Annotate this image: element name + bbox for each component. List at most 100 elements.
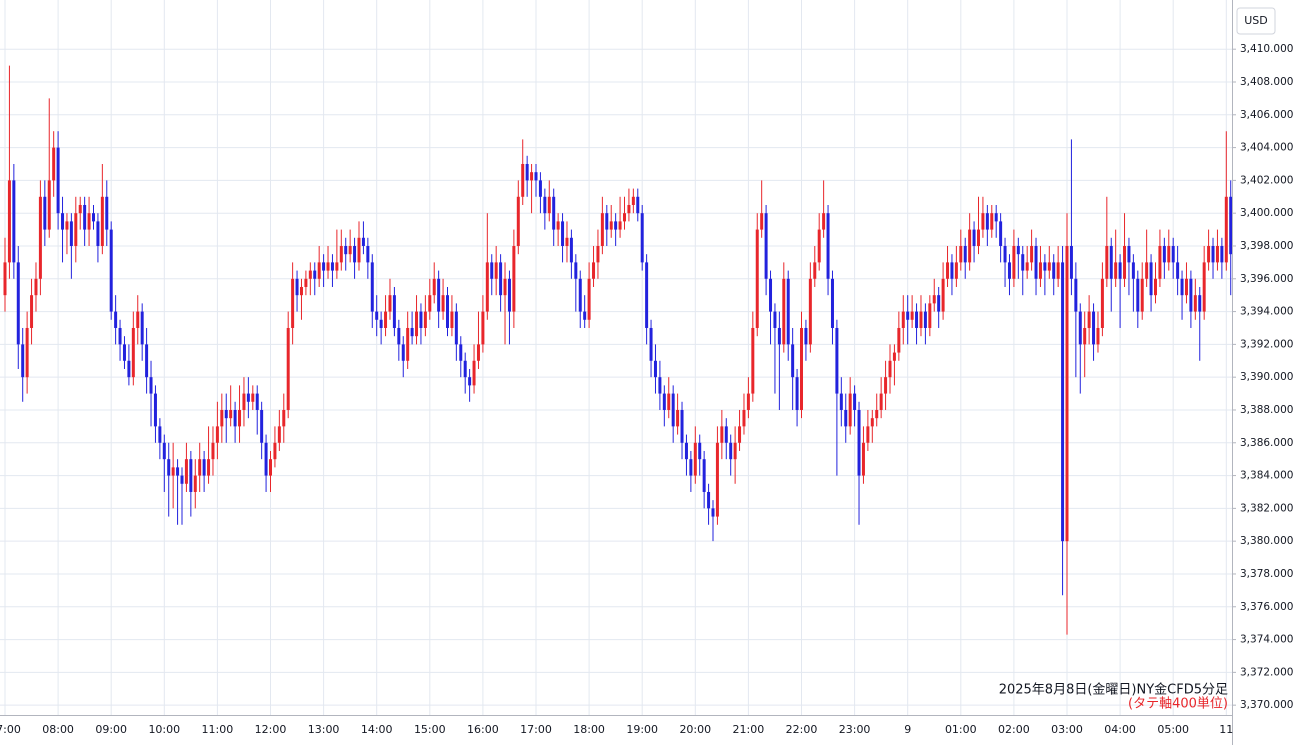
candle-body <box>631 196 635 205</box>
candle-body <box>627 204 631 214</box>
candle-body <box>786 278 790 345</box>
x-tick-label: 08:00 <box>42 723 74 736</box>
candle-body <box>702 459 706 492</box>
candle-body <box>1109 245 1113 279</box>
candle-body <box>158 426 162 443</box>
candle-body <box>503 278 507 296</box>
y-tick-label: 3,384.000 <box>1240 470 1293 482</box>
candle-body <box>534 172 538 181</box>
candle-body <box>985 213 989 230</box>
candle-body <box>596 245 600 263</box>
grid <box>0 0 1232 715</box>
candle-body <box>384 311 388 328</box>
candle-body <box>746 393 750 410</box>
candle-body <box>800 327 803 410</box>
candle-body <box>295 278 299 296</box>
candle-body <box>1087 311 1091 328</box>
y-tick-label: 3,386.000 <box>1240 437 1293 449</box>
y-tick-label: 3,382.000 <box>1240 502 1293 514</box>
candle-body <box>773 311 777 328</box>
candle-body <box>229 409 233 419</box>
candle-body <box>61 213 65 230</box>
candle-body <box>645 262 649 328</box>
candle-body <box>609 221 613 230</box>
candle-body <box>720 426 724 443</box>
x-tick-label: 19:00 <box>626 723 658 736</box>
candle-body <box>990 213 994 230</box>
candle-body <box>569 237 573 263</box>
candle-body <box>308 270 312 279</box>
candle-body <box>375 311 379 320</box>
x-tick-label: 11:00 <box>202 723 234 736</box>
candle-body <box>516 196 520 246</box>
candle-body <box>357 237 361 263</box>
candle-body <box>538 180 542 197</box>
candle-body <box>521 163 525 197</box>
candle-body <box>78 204 82 214</box>
candle-body <box>959 245 963 263</box>
candle-body <box>835 327 839 394</box>
x-tick-label: 01:00 <box>945 723 977 736</box>
candle-body <box>1074 278 1078 312</box>
candle-body <box>525 163 529 181</box>
candle-body <box>1198 295 1202 312</box>
currency-label: USD <box>1244 14 1268 27</box>
candle-body <box>211 442 215 460</box>
candle-body <box>1069 245 1073 279</box>
candle-body <box>870 418 874 427</box>
candle-body <box>662 393 666 410</box>
candle-body <box>468 377 472 386</box>
candle-body <box>578 278 582 312</box>
candle-body <box>968 229 972 263</box>
candle-body <box>52 147 56 181</box>
candle-body <box>269 459 272 476</box>
candle-body <box>1043 262 1047 271</box>
candle-body <box>348 245 352 255</box>
candle-body <box>1136 278 1140 312</box>
candle-body <box>313 270 317 279</box>
candle-body <box>981 213 985 230</box>
candle-body <box>1123 245 1127 279</box>
candle-body <box>499 262 503 296</box>
candle-body <box>680 409 684 443</box>
candle-body <box>574 262 578 279</box>
candle-body <box>441 295 445 312</box>
candle-body <box>1012 245 1016 279</box>
candle-body <box>490 262 494 279</box>
candle-body <box>897 327 901 353</box>
candle-body <box>1056 262 1060 279</box>
x-tick-label: 15:00 <box>414 723 446 736</box>
candle-body <box>676 409 680 427</box>
candle-body <box>804 327 808 345</box>
candle-body <box>919 311 923 328</box>
candle-body <box>1052 262 1056 279</box>
candle-body <box>322 262 326 271</box>
candle-body <box>335 262 339 271</box>
candle-body <box>884 377 888 394</box>
candle-body <box>145 344 149 378</box>
candle-body <box>592 262 596 279</box>
candle-body <box>189 459 193 492</box>
x-tick-label: 13:00 <box>308 723 340 736</box>
candle-body <box>100 196 104 246</box>
candle-body <box>251 393 255 402</box>
candle-body <box>397 327 401 345</box>
candle-body <box>47 180 51 230</box>
candle-body <box>1100 278 1104 328</box>
candle-body <box>760 213 764 230</box>
candle-body <box>1180 278 1184 296</box>
candle-body <box>1105 245 1109 279</box>
candle-body <box>255 393 259 410</box>
candle-body <box>410 327 414 337</box>
currency-box <box>1236 7 1276 35</box>
candle-body <box>724 426 728 443</box>
candle-body <box>171 467 175 476</box>
candle-body <box>543 196 547 214</box>
candle-body <box>25 327 29 378</box>
candle-body <box>901 311 905 328</box>
candle-body <box>388 295 392 312</box>
candle-body <box>507 278 511 312</box>
candle-body <box>1127 245 1131 263</box>
candle-body <box>530 172 534 181</box>
